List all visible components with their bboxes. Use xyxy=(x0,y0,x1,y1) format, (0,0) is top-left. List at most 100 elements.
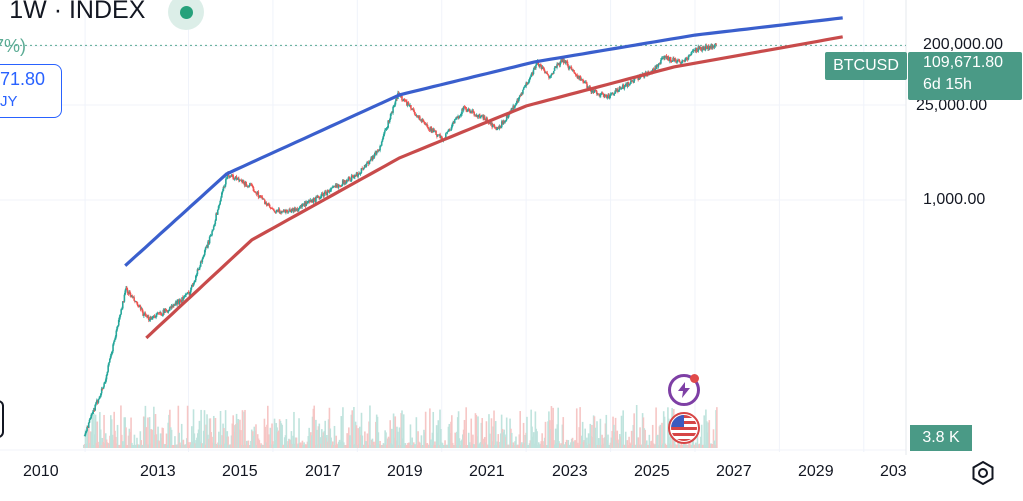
volume-bar xyxy=(247,440,250,448)
candle-body xyxy=(372,155,375,158)
candle-body xyxy=(345,182,347,184)
candle-body xyxy=(573,70,575,73)
candle-body xyxy=(294,208,297,211)
candle-body xyxy=(325,193,328,195)
volume-bar xyxy=(563,444,565,448)
candle-body xyxy=(196,269,199,275)
volume-bar xyxy=(361,435,364,448)
candle-body xyxy=(124,290,127,295)
candle-body xyxy=(182,297,184,300)
candle-body xyxy=(689,55,691,57)
candle-body xyxy=(190,287,192,292)
candle-body xyxy=(393,105,395,107)
candle-body xyxy=(472,110,475,113)
volume-bar xyxy=(473,444,476,448)
candle-body xyxy=(114,336,117,340)
volume-bar xyxy=(440,442,443,448)
candle-body xyxy=(188,292,191,296)
volume-bar xyxy=(451,415,453,448)
candle-body xyxy=(458,116,461,118)
candle-body xyxy=(514,105,516,109)
volume-bar xyxy=(259,444,262,448)
volume-bar xyxy=(515,436,517,448)
candle-body xyxy=(144,313,147,317)
candle-body xyxy=(565,61,568,63)
volume-bar xyxy=(229,444,232,448)
volume-bar xyxy=(516,444,519,448)
symbol-title[interactable]: · 1W · INDEX xyxy=(0,0,146,24)
candle-body xyxy=(469,111,471,113)
price-candles xyxy=(83,42,717,437)
volume-bar xyxy=(332,441,334,448)
candle-body xyxy=(492,124,495,126)
volume-bar xyxy=(283,444,285,448)
volume-bar xyxy=(638,444,641,448)
volume-bar xyxy=(207,438,210,448)
candle-body xyxy=(411,108,414,110)
candle-body xyxy=(349,178,351,181)
volume-bar xyxy=(119,444,121,448)
volume-bar xyxy=(673,440,676,448)
candle-body xyxy=(250,184,252,186)
candle-body xyxy=(135,301,138,303)
candle-body xyxy=(501,121,504,125)
volume-bar xyxy=(260,443,262,448)
volume-bar xyxy=(586,444,589,448)
candle-body xyxy=(198,268,200,270)
candle-body xyxy=(390,112,393,114)
volume-bar xyxy=(342,442,345,448)
volume-bar xyxy=(614,417,617,448)
volume-bar xyxy=(323,430,326,448)
us-flag-icon[interactable] xyxy=(668,412,700,444)
volume-bar xyxy=(220,444,223,448)
volume-bar xyxy=(468,442,471,448)
candle-body xyxy=(240,179,243,181)
candle-body xyxy=(104,379,107,383)
candle-body xyxy=(134,301,137,302)
candle-body xyxy=(229,175,232,177)
candle-body xyxy=(671,60,674,62)
settings-gear-icon[interactable] xyxy=(969,459,997,487)
volume-bar xyxy=(250,429,253,448)
volume-bar xyxy=(509,418,511,448)
volume-bar xyxy=(239,430,242,448)
volume-bar xyxy=(472,434,474,448)
volume-bar xyxy=(284,435,287,448)
candle-body xyxy=(526,83,529,85)
volume-bar xyxy=(386,438,389,448)
candle-body xyxy=(307,200,310,202)
candle-body xyxy=(273,210,276,213)
candle-body xyxy=(279,212,282,214)
price-box[interactable]: 71.80 JY xyxy=(0,64,62,118)
volume-bar xyxy=(489,444,492,448)
volume-bar xyxy=(645,443,647,448)
volume-bar xyxy=(421,444,424,448)
candle-body xyxy=(554,66,557,68)
candle-body xyxy=(665,55,668,59)
volume-bar xyxy=(95,442,98,448)
volume-bar xyxy=(705,409,707,448)
candle-body xyxy=(289,211,292,213)
candle-body xyxy=(228,175,230,178)
candle-body xyxy=(274,212,277,214)
candle-body xyxy=(368,161,371,164)
volume-bar xyxy=(403,444,406,448)
candle-body xyxy=(193,281,196,284)
candle-body xyxy=(543,67,545,71)
candle-body xyxy=(160,314,163,316)
volume-bar xyxy=(440,429,442,448)
candle-body xyxy=(337,185,340,188)
candle-body xyxy=(366,162,368,164)
volume-bar xyxy=(665,444,668,448)
volume-tag: 3.8 K xyxy=(910,425,972,451)
candle-body xyxy=(684,58,687,62)
volume-bar xyxy=(297,443,299,448)
candle-body xyxy=(145,316,148,317)
candle-body xyxy=(466,109,469,112)
volume-bar xyxy=(302,444,305,448)
volume-bar xyxy=(148,417,151,448)
candle-body xyxy=(433,129,436,131)
volume-bar xyxy=(691,439,694,448)
candle-body xyxy=(140,308,143,310)
